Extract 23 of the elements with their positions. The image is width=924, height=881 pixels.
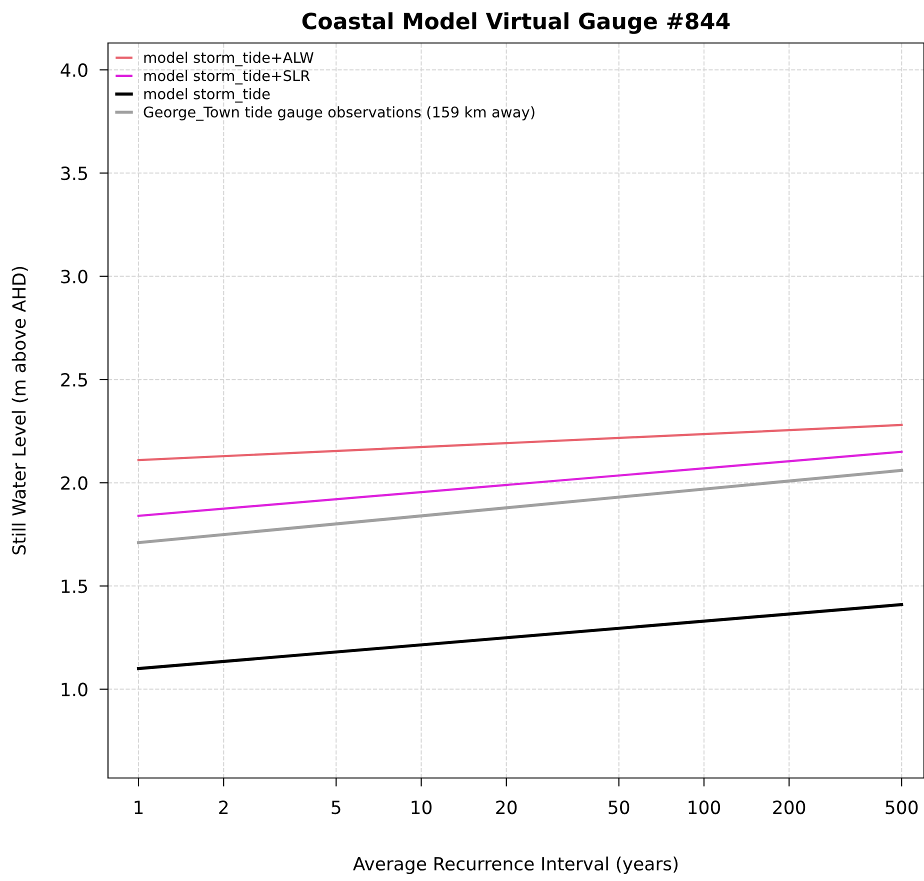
y-tick-label: 3.0 (61, 270, 88, 284)
legend-label: model storm_tide (144, 88, 270, 103)
x-tick-label: 500 (886, 800, 918, 814)
y-tick-label: 2.5 (61, 372, 87, 387)
y-tick-label: 3.5 (61, 166, 87, 180)
chart-title: Coastal Model Virtual Gauge #844 (302, 12, 730, 34)
x-tick-label: 5 (332, 800, 340, 814)
legend-label: George_Town tide gauge observations (159 km away) (144, 106, 534, 121)
x-tick-label: 10 (412, 800, 432, 814)
x-tick-label: 50 (608, 800, 630, 814)
x-tick-label: 2 (219, 800, 228, 814)
x-tick-label: 20 (496, 800, 517, 814)
y-tick-label: 1.5 (62, 580, 87, 594)
legend-label: model storm_tide+SLR (144, 70, 310, 84)
y-axis-title: Still Water Level (m above AHD) (12, 266, 28, 554)
y-tick-label: 4.0 (60, 63, 88, 77)
x-axis-title: Average Recurrence Interval (years) (353, 856, 678, 874)
x-tick-label: 200 (773, 800, 806, 814)
y-tick-label: 2.0 (61, 476, 88, 490)
legend-label: model storm_tide+ALW (144, 52, 314, 66)
y-tick-label: 1.0 (62, 682, 88, 696)
x-tick-label: 1 (134, 800, 143, 814)
x-tick-label: 100 (688, 800, 720, 814)
